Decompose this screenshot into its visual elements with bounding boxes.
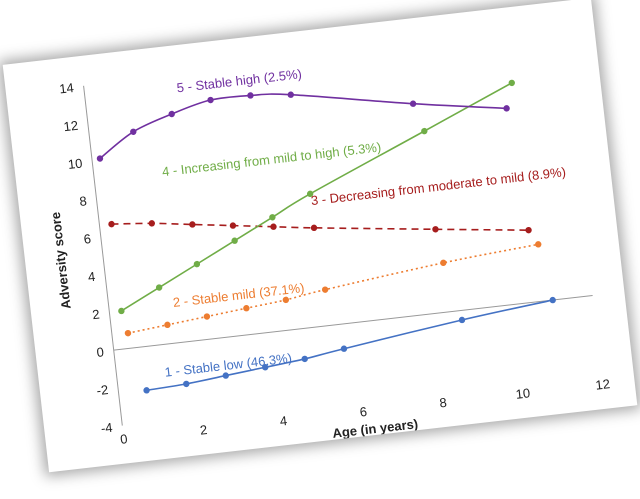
series-label-3: 3 - Decreasing from moderate to mild (8.… xyxy=(310,164,567,208)
chart-axes xyxy=(83,85,593,426)
x-tick-label: 10 xyxy=(515,385,531,402)
y-tick-label: 8 xyxy=(79,193,88,209)
series-2-point xyxy=(440,259,447,267)
series-4-point xyxy=(269,214,276,221)
trajectory-line-chart: -4 -2 0 2 4 6 8 10 12 14 0 2 4 6 8 10 12 1 - Stable low … xyxy=(48,66,611,447)
series-label-2: 2 - Stable mild (37.1%) xyxy=(172,280,305,310)
series-5-point xyxy=(207,96,214,104)
tick-labels: -4 -2 0 2 4 6 8 10 12 14 0 2 4 6 8 10 12 xyxy=(58,80,611,447)
series-layer xyxy=(96,79,556,394)
series-line-2 xyxy=(127,243,539,334)
series-3-point xyxy=(432,226,439,233)
series-2-point xyxy=(203,313,211,320)
series-1-point xyxy=(301,355,308,363)
y-tick-label: 6 xyxy=(83,231,92,247)
series-5-point xyxy=(503,105,510,112)
series-1-point xyxy=(340,345,348,352)
x-tick-label: 2 xyxy=(199,422,208,438)
y-tick-label: -4 xyxy=(100,420,113,436)
series-2-point xyxy=(243,305,250,312)
y-tick-label: 4 xyxy=(87,269,96,285)
chart-paper: -4 -2 0 2 4 6 8 10 12 14 0 2 4 6 8 10 12 1 - Stable low … xyxy=(2,0,638,473)
series-label-5: 5 - Stable high (2.5%) xyxy=(176,66,303,95)
series-line-1 xyxy=(146,299,553,392)
series-1-point xyxy=(183,380,190,388)
series-5-point xyxy=(130,128,137,135)
series-2-point xyxy=(535,241,542,248)
series-labels: 1 - Stable low (46.3%)2 - Stable mild (3… xyxy=(161,66,567,380)
series-3-point xyxy=(229,222,237,229)
x-axis-line xyxy=(113,295,593,351)
series-3-point xyxy=(270,223,277,230)
y-tick-label: 0 xyxy=(96,344,105,360)
series-2-point xyxy=(321,286,329,293)
series-4-point xyxy=(155,284,163,291)
x-tick-label: 12 xyxy=(595,376,611,393)
x-tick-label: 0 xyxy=(119,431,128,447)
series-3-point xyxy=(310,224,318,232)
series-1-point xyxy=(549,296,556,304)
y-axis-line xyxy=(83,85,123,426)
series-4-point xyxy=(306,190,314,198)
series-2-point xyxy=(282,296,290,304)
series-1-point xyxy=(458,316,466,324)
series-3-point xyxy=(108,220,115,228)
series-4-point xyxy=(118,307,125,315)
series-3-point xyxy=(189,221,196,228)
series-1-point xyxy=(143,387,150,394)
series-2-point xyxy=(164,321,171,329)
x-axis-title: Age (in years) xyxy=(332,416,419,441)
y-axis-title: Adversity score xyxy=(48,211,74,310)
y-tick-label: 14 xyxy=(58,80,74,97)
series-4-point xyxy=(421,127,428,135)
series-5-point xyxy=(247,92,254,99)
x-tick-label: 4 xyxy=(279,413,288,429)
series-1-point xyxy=(222,372,229,379)
y-tick-label: 2 xyxy=(91,307,100,323)
series-2-point xyxy=(124,329,132,337)
series-4-point xyxy=(508,79,515,87)
x-tick-label: 6 xyxy=(359,404,368,420)
y-tick-label: 12 xyxy=(63,118,79,135)
y-tick-label: -2 xyxy=(96,382,109,398)
series-4-point xyxy=(193,260,201,268)
series-5-point xyxy=(168,110,175,118)
y-tick-label: 10 xyxy=(67,155,83,172)
series-1-point xyxy=(262,364,269,371)
series-5-point xyxy=(287,91,294,98)
series-5-point xyxy=(96,155,104,162)
x-tick-label: 8 xyxy=(439,395,448,411)
series-3-point xyxy=(148,220,156,227)
series-4-point xyxy=(231,237,238,244)
series-5-point xyxy=(409,100,417,107)
series-3-point xyxy=(525,226,532,234)
